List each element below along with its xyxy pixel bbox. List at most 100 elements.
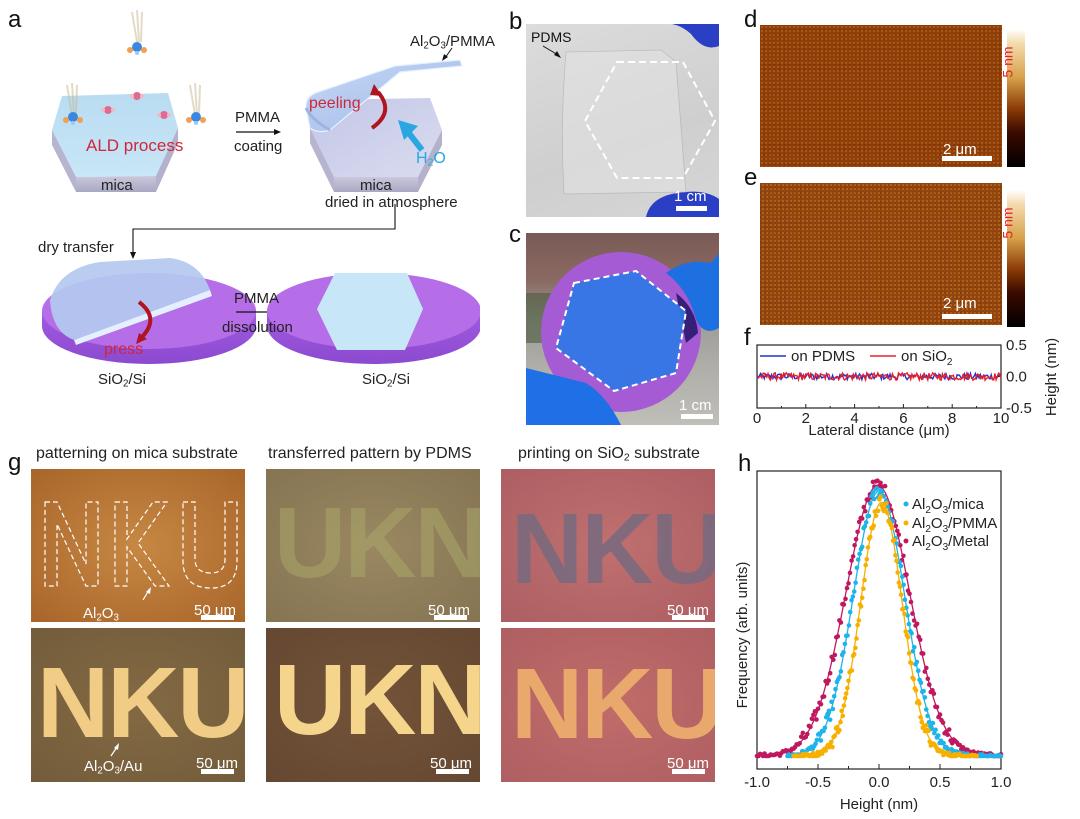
data-point-metal: [927, 682, 932, 687]
scale-text-e: 2 μm: [943, 295, 977, 312]
scale-bar-g6: [672, 769, 705, 774]
data-point-pmma: [840, 713, 846, 719]
data-point-metal: [937, 712, 943, 717]
data-point-pmma: [926, 728, 931, 734]
data-point-mica: [914, 659, 920, 665]
x-tick-label-h: 0.5: [930, 774, 951, 791]
water-arrow-icon: [398, 120, 425, 152]
micrograph-mica-bottom: NKU Al2O3/Au 50 μm: [31, 628, 245, 782]
substrate-label-1: SiO2/Si: [98, 371, 146, 390]
data-point-mica: [857, 551, 862, 557]
peeling-label: peeling: [309, 95, 361, 112]
data-point-pmma: [878, 494, 883, 499]
g-title-pdms: transferred pattern by PDMS: [268, 445, 472, 462]
legend-h: Al2O3/mica Al2O3/PMMA Al2O3/Metal: [903, 496, 997, 553]
data-point-metal: [922, 669, 928, 674]
data-point-mica: [916, 668, 921, 673]
x-axis-title-h: Height (nm): [840, 796, 918, 813]
data-point-mica: [814, 737, 820, 743]
x-tick-label-h: -0.5: [805, 774, 831, 791]
data-point-mica: [822, 725, 828, 731]
annot-al2o3: Al2O3: [83, 605, 119, 622]
pattern-letters-sio2-top: NKU: [511, 493, 715, 605]
press-arrow-icon: [137, 300, 153, 339]
x-tick-label-f: 0: [753, 410, 761, 427]
legend-label-pmma: Al2O3/PMMA: [912, 515, 997, 535]
data-point-metal: [850, 554, 856, 559]
data-point-metal: [849, 558, 854, 563]
data-point-mica: [922, 695, 928, 700]
data-point-mica: [902, 597, 908, 602]
data-point-metal: [835, 634, 841, 639]
data-point-mica: [842, 641, 848, 647]
data-point-pmma: [837, 727, 842, 733]
data-point-pmma: [839, 708, 844, 714]
scale-bar-g3: [672, 615, 705, 620]
data-point-mica: [924, 707, 929, 712]
x-tick-label-f: 10: [993, 410, 1010, 427]
data-point-pmma: [858, 604, 864, 609]
scale-bar-g4: [201, 769, 234, 774]
x-tick-label-h: -1.0: [744, 774, 770, 791]
data-point-pmma: [895, 570, 900, 575]
data-point-metal: [911, 618, 917, 623]
glove-icon: [526, 368, 621, 425]
data-point-pmma: [845, 685, 850, 691]
data-point-mica: [846, 623, 852, 628]
data-point-mica: [855, 557, 861, 562]
data-point-pmma: [974, 753, 979, 759]
data-point-metal: [805, 731, 810, 737]
pmma-label-1: PMMA: [235, 109, 280, 126]
afm-image-e: 2 μm: [760, 183, 1002, 325]
data-point-mica: [818, 738, 824, 743]
data-point-metal: [847, 570, 853, 576]
mica-label-1: mica: [101, 177, 133, 194]
data-point-pmma: [856, 618, 862, 623]
scale-bar-g1: [201, 615, 234, 620]
precursor-molecules-icon: [63, 9, 206, 125]
glove-icon: [666, 253, 719, 331]
coating-label: coating: [234, 138, 283, 155]
micrograph-pdms-bottom: UKN 50 μm: [266, 628, 480, 782]
data-point-metal: [896, 532, 902, 537]
data-point-mica: [879, 489, 885, 494]
scale-text-g4: 50 μm: [196, 755, 238, 772]
data-point-mica: [845, 633, 850, 638]
afm-image-d: 2 μm: [760, 25, 1002, 167]
data-point-metal: [832, 652, 838, 658]
data-point-mica: [871, 496, 877, 502]
legend-label-metal: Al2O3/Metal: [912, 533, 989, 553]
film-label: Al2O3/PMMA: [410, 33, 496, 52]
data-point-metal: [882, 483, 888, 489]
pattern-letters-sio2-bottom: NKU: [511, 648, 715, 760]
data-point-pmma: [917, 701, 922, 706]
data-point-metal: [901, 553, 906, 559]
data-point-metal: [843, 596, 848, 602]
data-point-mica: [894, 541, 900, 546]
data-point-mica: [841, 650, 846, 655]
colorbar-label-d: 5 nm: [999, 46, 1016, 78]
data-point-mica: [900, 574, 905, 579]
data-point-metal: [861, 504, 867, 510]
x-tick-label-f: 8: [948, 410, 956, 427]
data-point-metal: [917, 637, 923, 642]
data-point-metal: [797, 741, 802, 746]
pattern-letters-mica-bottom: NKU: [37, 647, 245, 759]
data-point-pmma: [898, 592, 904, 597]
data-point-mica: [933, 727, 938, 733]
data-point-mica: [936, 733, 941, 738]
pattern-letters-pdms-bottom: UKN: [274, 644, 480, 756]
x-axis-title-f: Lateral distance (μm): [808, 422, 949, 439]
scale-bar-g5: [436, 769, 469, 774]
data-point-mica: [826, 708, 832, 714]
data-point-pmma: [863, 562, 868, 568]
data-point-mica: [813, 741, 818, 746]
data-point-mica: [910, 648, 916, 654]
data-point-pmma: [873, 513, 879, 519]
micrograph-sio2-top: NKU 50 μm: [501, 469, 715, 622]
data-point-pmma: [902, 611, 907, 617]
flow-arrow: [132, 204, 396, 252]
dried-label: dried in atmosphere: [325, 194, 458, 211]
data-point-pmma: [846, 678, 851, 683]
data-point-pmma: [842, 696, 848, 701]
